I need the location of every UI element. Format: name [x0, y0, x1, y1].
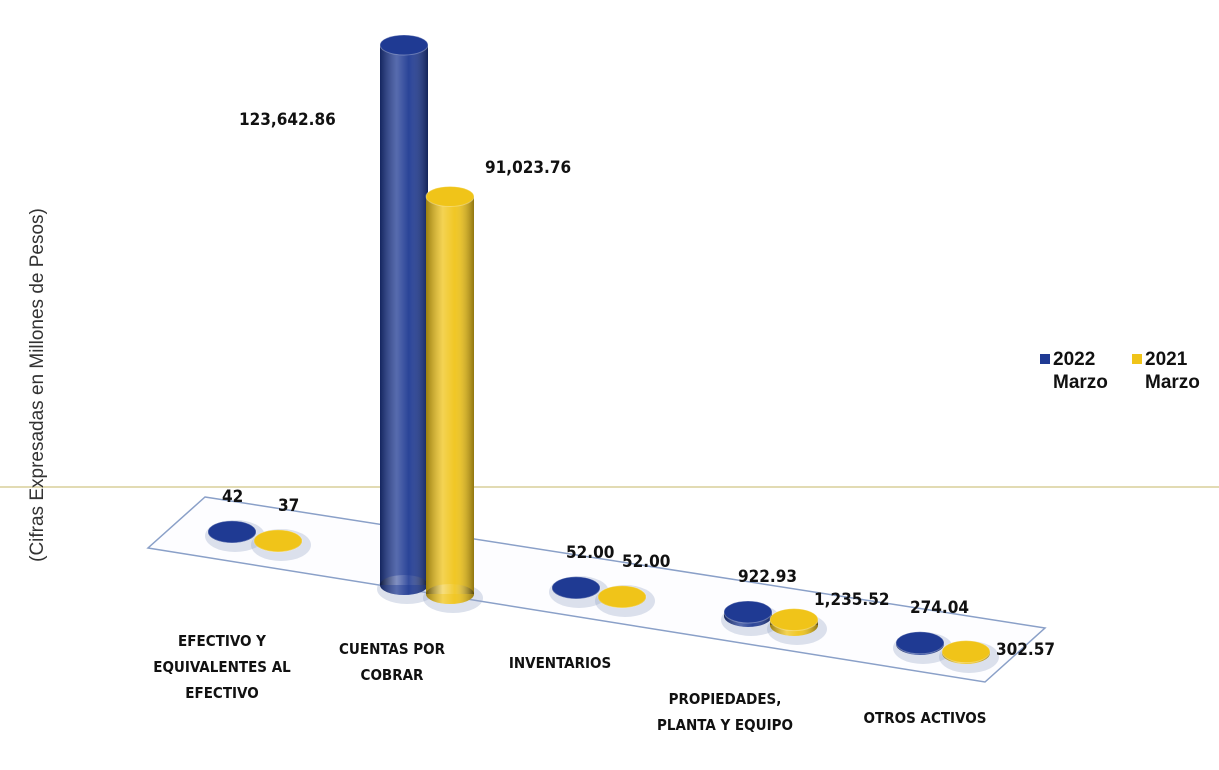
- bar-part: [769, 608, 819, 632]
- bar-part: [426, 584, 474, 604]
- bar: [423, 185, 483, 613]
- bar-part: [379, 34, 429, 56]
- legend-swatch: [1132, 354, 1142, 364]
- bar: [377, 34, 437, 604]
- legend-item: 2022 Marzo: [1040, 348, 1115, 394]
- value-label: 1,235.52: [814, 589, 890, 610]
- legend-swatch: [1040, 354, 1050, 364]
- bar: [205, 520, 265, 552]
- x-tick-label: INVENTARIOS: [508, 654, 612, 672]
- x-tick-label: OTROS ACTIVOS: [863, 709, 987, 727]
- value-label: 91,023.76: [485, 158, 572, 179]
- x-tick-label: PROPIEDADES, PLANTA Y EQUIPO: [657, 690, 793, 734]
- value-label: 42: [222, 486, 244, 507]
- legend-label: 2022 Marzo: [1053, 349, 1108, 393]
- bar: [251, 529, 311, 561]
- bar-part: [941, 640, 991, 664]
- bar-part: [253, 529, 303, 553]
- x-tick-label: CUENTAS POR COBRAR: [338, 640, 446, 684]
- bar-part: [426, 196, 474, 594]
- bar: [893, 631, 953, 664]
- bar-part: [723, 600, 773, 624]
- bar-part: [425, 185, 475, 207]
- bar: [595, 585, 655, 617]
- value-label: 123,642.86: [239, 110, 336, 130]
- bar-part: [895, 631, 945, 655]
- value-label: 52.00: [566, 542, 615, 563]
- bar: [721, 600, 781, 636]
- y-axis-label: (Cifras Expresadas en Millones de Pesos): [27, 208, 48, 562]
- bar-part: [380, 575, 428, 595]
- legend-item: 2021 Marzo: [1132, 348, 1207, 394]
- bar: [549, 576, 609, 608]
- value-label: 52.00: [622, 551, 671, 572]
- bar: [939, 640, 999, 673]
- value-label: 274.04: [910, 597, 970, 618]
- value-label: 922.93: [738, 566, 798, 587]
- x-tick-label: EFECTIVO Y EQUIVALENTES AL EFECTIVO: [153, 632, 291, 702]
- bar-part: [207, 520, 257, 544]
- bar-part: [380, 45, 428, 585]
- bar: [767, 608, 827, 645]
- value-label: 302.57: [996, 639, 1056, 660]
- bar-part: [551, 576, 601, 600]
- bar-part: [597, 585, 647, 609]
- legend-label: 2021 Marzo: [1145, 349, 1200, 393]
- value-label: 37: [278, 495, 300, 516]
